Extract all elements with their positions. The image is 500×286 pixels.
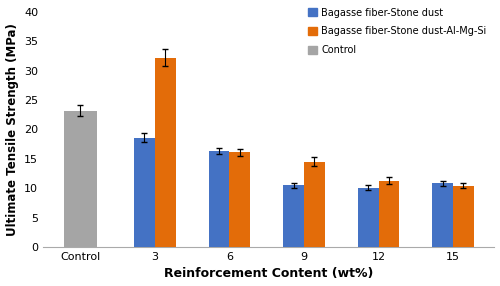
- Y-axis label: Ultimate Tensile Strength (MPa): Ultimate Tensile Strength (MPa): [6, 23, 18, 236]
- Bar: [230, 152, 250, 247]
- Bar: [208, 151, 230, 247]
- Bar: [378, 180, 400, 247]
- Legend: Bagasse fiber-Stone dust, Bagasse fiber-Stone dust-Al-Mg-Si, Control: Bagasse fiber-Stone dust, Bagasse fiber-…: [305, 5, 490, 58]
- X-axis label: Reinforcement Content (wt%): Reinforcement Content (wt%): [164, 267, 374, 281]
- Bar: [155, 57, 176, 247]
- Bar: [304, 162, 325, 247]
- Bar: [432, 184, 453, 247]
- Bar: [358, 188, 378, 247]
- Bar: [134, 138, 155, 247]
- Bar: [453, 186, 474, 247]
- Bar: [283, 185, 304, 247]
- Bar: [64, 111, 97, 247]
